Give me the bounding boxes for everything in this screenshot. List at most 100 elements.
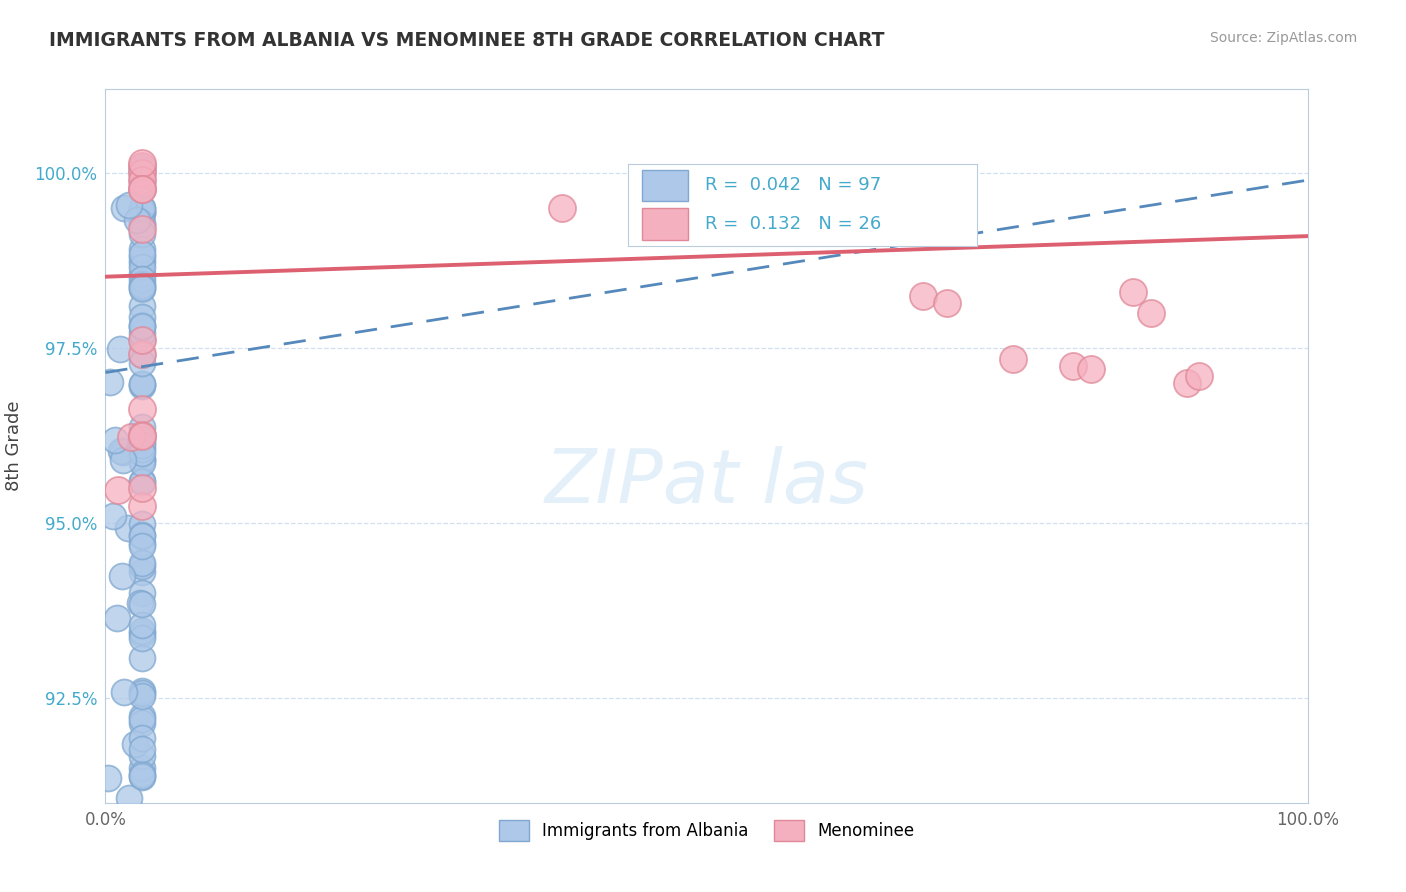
Point xyxy=(1080,362,1102,376)
Point xyxy=(117,791,139,805)
Point xyxy=(131,689,153,703)
Point xyxy=(131,624,153,639)
Point xyxy=(131,420,153,434)
Point xyxy=(131,712,153,726)
Point xyxy=(131,222,153,236)
FancyBboxPatch shape xyxy=(643,209,688,240)
Point xyxy=(131,310,153,324)
Point xyxy=(131,586,153,600)
Point xyxy=(103,509,125,524)
Point xyxy=(131,709,153,723)
Legend: Immigrants from Albania, Menominee: Immigrants from Albania, Menominee xyxy=(492,814,921,848)
Point xyxy=(112,201,135,215)
Point xyxy=(131,202,153,216)
Point xyxy=(131,166,153,180)
Point xyxy=(131,481,153,495)
Point xyxy=(131,163,153,178)
Point xyxy=(131,255,153,269)
Point xyxy=(118,198,141,212)
Point xyxy=(551,201,574,215)
Point xyxy=(121,430,143,444)
Text: IMMIGRANTS FROM ALBANIA VS MENOMINEE 8TH GRADE CORRELATION CHART: IMMIGRANTS FROM ALBANIA VS MENOMINEE 8TH… xyxy=(49,31,884,50)
Point xyxy=(131,761,153,775)
Point xyxy=(131,178,153,192)
Point xyxy=(131,556,153,570)
Point xyxy=(131,318,153,332)
Point xyxy=(131,160,153,174)
Point xyxy=(131,435,153,450)
Point xyxy=(131,632,153,646)
Point xyxy=(131,227,153,242)
Point xyxy=(131,260,153,274)
Point xyxy=(131,741,153,756)
Point xyxy=(1188,369,1211,384)
Point xyxy=(131,566,153,580)
Point xyxy=(131,182,153,196)
Point xyxy=(131,201,153,215)
Point xyxy=(131,218,153,232)
Point xyxy=(131,272,153,286)
Point xyxy=(124,738,146,752)
Point xyxy=(131,438,153,452)
Point xyxy=(131,277,153,291)
Text: R =  0.132   N = 26: R = 0.132 N = 26 xyxy=(704,215,882,233)
Point xyxy=(129,596,152,610)
Point xyxy=(131,206,153,220)
Point xyxy=(131,539,153,553)
Point xyxy=(131,166,153,180)
Point xyxy=(131,250,153,264)
Point xyxy=(131,442,153,456)
Point xyxy=(131,159,153,173)
Point xyxy=(131,650,153,665)
Point xyxy=(131,598,153,612)
Point xyxy=(131,319,153,334)
Point xyxy=(131,333,153,347)
Point xyxy=(131,326,153,340)
Point xyxy=(111,453,134,467)
Point xyxy=(131,206,153,220)
Point xyxy=(131,428,153,442)
Point xyxy=(131,182,153,196)
Point xyxy=(131,356,153,370)
Point xyxy=(131,452,153,467)
Point xyxy=(131,347,153,361)
Point xyxy=(131,771,153,785)
Point xyxy=(131,452,153,467)
Point xyxy=(131,684,153,698)
Point xyxy=(131,769,153,783)
Point xyxy=(131,348,153,362)
Point xyxy=(131,819,153,833)
Point xyxy=(131,172,153,186)
Point xyxy=(911,288,934,302)
Point xyxy=(131,715,153,730)
Point xyxy=(131,182,153,196)
Point xyxy=(117,521,139,535)
Point xyxy=(131,204,153,219)
Point xyxy=(131,242,153,256)
Point xyxy=(1140,306,1163,320)
Point xyxy=(131,731,153,745)
Point xyxy=(131,267,153,281)
Point xyxy=(111,569,134,583)
Point xyxy=(131,456,153,470)
Point xyxy=(104,433,127,447)
Text: R =  0.042   N = 97: R = 0.042 N = 97 xyxy=(704,177,882,194)
Point xyxy=(131,627,153,641)
Point xyxy=(1002,351,1025,366)
Point xyxy=(131,766,153,780)
Text: ZIPat las: ZIPat las xyxy=(544,446,869,517)
Point xyxy=(1062,359,1084,373)
Point xyxy=(131,318,153,333)
Point xyxy=(131,429,153,443)
Point xyxy=(131,528,153,542)
Point xyxy=(131,401,153,416)
Point xyxy=(131,333,153,347)
Point xyxy=(131,474,153,488)
Point xyxy=(131,299,153,313)
Point xyxy=(107,483,129,497)
Point xyxy=(131,282,153,296)
Point xyxy=(98,375,121,389)
Text: Source: ZipAtlas.com: Source: ZipAtlas.com xyxy=(1209,31,1357,45)
Point xyxy=(108,342,131,356)
Point xyxy=(131,173,153,187)
